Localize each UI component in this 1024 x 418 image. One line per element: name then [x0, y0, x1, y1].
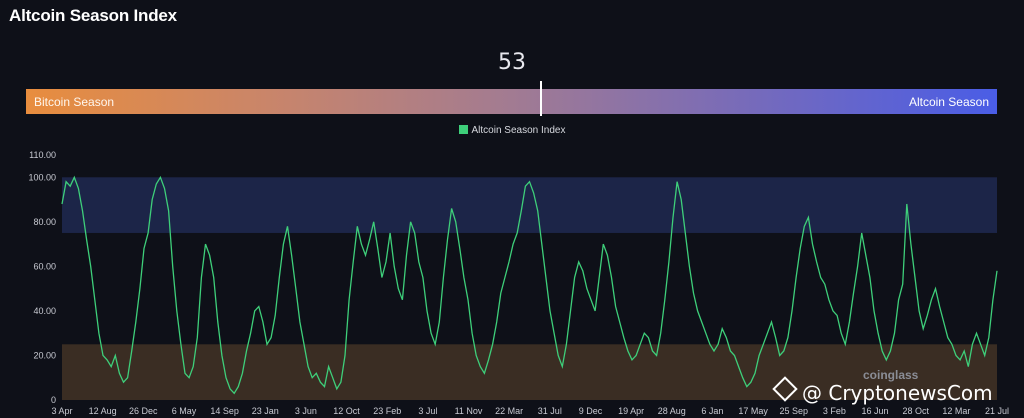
y-tick-label: 60.00	[33, 261, 56, 271]
x-tick-label: 3 Jun	[295, 406, 317, 416]
x-tick-label: 6 Jan	[701, 406, 723, 416]
y-tick-label: 110.00	[29, 150, 56, 160]
x-tick-label: 25 Sep	[779, 406, 808, 416]
gauge-label-altcoin: Altcoin Season	[908, 95, 989, 109]
x-tick-label: 22 Mar	[495, 406, 523, 416]
legend-swatch	[458, 125, 468, 134]
y-tick-label: 40.00	[33, 306, 56, 316]
gauge-label-bitcoin: Bitcoin Season	[34, 95, 115, 109]
x-tick-label: 28 Oct	[902, 406, 929, 416]
index-value: 53	[498, 50, 526, 75]
x-tick-label: 3 Jul	[418, 406, 437, 416]
brand-watermark: @ CryptonewsCom	[772, 376, 993, 405]
x-tick-label: 3 Feb	[823, 406, 846, 416]
x-tick-label: 11 Nov	[455, 406, 483, 416]
x-tick-label: 6 May	[172, 406, 197, 416]
y-tick-label: 100.00	[28, 172, 56, 182]
chart-legend[interactable]: Altcoin Season Index	[0, 125, 1024, 136]
y-tick-label: 80.00	[33, 217, 56, 227]
x-tick-label: 23 Jan	[252, 406, 279, 416]
coinglass-watermark: coinglass	[863, 368, 919, 382]
x-tick-label: 14 Sep	[210, 406, 239, 416]
x-tick-label: 23 Feb	[373, 406, 401, 416]
y-tick-label: 0	[51, 395, 56, 405]
legend-label: Altcoin Season Index	[471, 125, 566, 136]
brand-text: @ CryptonewsCom	[802, 381, 993, 405]
x-tick-label: 12 Mar	[942, 406, 970, 416]
x-tick-label: 28 Aug	[658, 406, 686, 416]
x-tick-label: 3 Apr	[51, 406, 72, 416]
x-tick-label: 17 May	[738, 406, 768, 416]
y-tick-label: 20.00	[33, 350, 56, 360]
x-tick-label: 12 Oct	[333, 406, 360, 416]
x-axis-ticks: 3 Apr 12 Aug 26 Dec 6 May 14 Sep 23 Jan 3 Jun 1…	[51, 406, 1009, 416]
altcoin-season-zone	[62, 177, 997, 233]
bitcoin-season-zone	[62, 344, 997, 400]
gauge-marker	[539, 81, 542, 116]
x-tick-label: 31 Jul	[538, 406, 562, 416]
y-axis-ticks: 110.00 100.00 80.00 60.00 40.00 20.00 0	[28, 150, 56, 405]
x-tick-label: 12 Aug	[89, 406, 117, 416]
diamond-logo-icon	[772, 376, 798, 402]
x-tick-label: 19 Apr	[618, 406, 644, 416]
x-tick-label: 21 Jul	[985, 406, 1009, 416]
x-tick-label: 26 Dec	[129, 406, 158, 416]
series-line-altcoin-season-index	[61, 175, 998, 395]
x-tick-label: 16 Jun	[862, 406, 889, 416]
page-title: Altcoin Season Index	[9, 6, 177, 25]
x-tick-label: 9 Dec	[579, 406, 603, 416]
season-gauge-bar: Bitcoin Season Altcoin Season	[26, 81, 997, 116]
